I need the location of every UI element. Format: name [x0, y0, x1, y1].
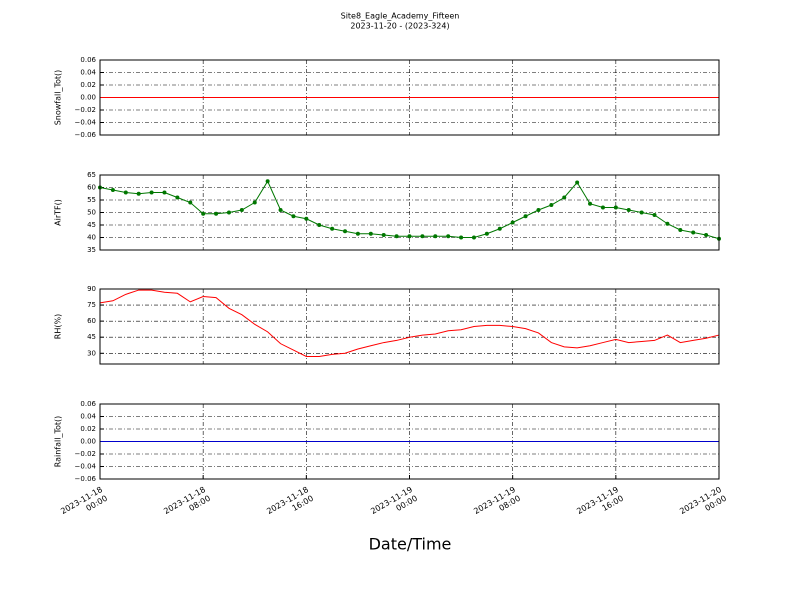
plot-frame [99, 288, 720, 365]
y-tick-label: 75 [87, 301, 96, 309]
data-point [201, 211, 206, 216]
y-tick-label: 45 [87, 221, 96, 229]
y-tick-label: 0.00 [80, 438, 96, 446]
data-point [471, 235, 476, 240]
y-tick-label: 60 [87, 317, 96, 325]
data-point [549, 203, 554, 207]
data-point [588, 201, 593, 206]
y-tick-label: −0.02 [75, 450, 96, 458]
data-point [239, 208, 244, 212]
data-point [123, 190, 128, 195]
y-tick-label: −0.06 [75, 131, 97, 139]
data-point [188, 200, 193, 205]
data-point [149, 190, 154, 195]
data-point [368, 231, 373, 236]
y-tick-label: 0.02 [80, 425, 96, 433]
data-point [252, 200, 257, 205]
data-point [678, 228, 683, 232]
data-point [136, 191, 141, 196]
data-point [459, 235, 464, 240]
y-tick-label: 40 [87, 234, 96, 242]
y-tick-label: 0.00 [80, 94, 96, 102]
data-point [433, 234, 438, 239]
data-point [536, 208, 541, 212]
y-tick-label: 35 [87, 246, 96, 254]
y-tick-label: 0.02 [80, 81, 96, 89]
x-axis-label: Date/Time [369, 535, 452, 554]
y-tick-label: 90 [87, 285, 96, 293]
y-axis-label: Snowfall_Tot() [54, 70, 63, 126]
data-point [214, 211, 219, 216]
data-point [691, 230, 696, 235]
chart-subtitle: 2023-11-20 - (2023-324) [350, 22, 449, 31]
y-tick-label: 65 [87, 171, 96, 179]
data-point [278, 208, 283, 212]
data-point [600, 205, 605, 210]
data-point [304, 216, 309, 221]
y-tick-label: 55 [87, 196, 96, 204]
data-point [639, 210, 644, 215]
data-point [420, 234, 425, 239]
data-point [665, 221, 670, 226]
data-point [394, 234, 399, 239]
chart-title: Site8_Eagle_Academy_Fifteen [341, 12, 460, 21]
data-point [226, 210, 231, 215]
y-tick-label: −0.06 [75, 475, 97, 483]
data-point [317, 223, 322, 227]
data-point [343, 229, 348, 234]
data-point [355, 231, 360, 236]
y-tick-label: −0.02 [75, 106, 96, 114]
data-point [497, 226, 502, 231]
data-point [446, 234, 451, 239]
data-point [575, 180, 580, 185]
y-tick-label: 0.06 [80, 56, 96, 64]
y-tick-label: 0.06 [80, 400, 96, 408]
data-point [291, 214, 296, 219]
data-point [510, 220, 515, 225]
y-tick-label: 30 [87, 349, 96, 357]
y-tick-label: 0.04 [80, 413, 96, 421]
data-point [110, 188, 115, 192]
data-point [704, 233, 709, 237]
plot-frame [99, 59, 720, 136]
y-tick-label: −0.04 [75, 119, 97, 127]
y-axis-label: RH(%) [54, 314, 63, 339]
data-point [523, 214, 528, 219]
data-point [562, 195, 567, 200]
data-point [484, 231, 489, 236]
data-point [613, 205, 618, 210]
data-point [162, 190, 167, 195]
plot-frame [99, 174, 720, 251]
y-tick-label: 50 [87, 209, 96, 217]
data-point [626, 208, 631, 212]
data-line [99, 289, 720, 357]
y-tick-label: −0.04 [75, 463, 97, 471]
y-tick-label: 60 [87, 184, 96, 192]
data-point [175, 195, 180, 200]
data-point [381, 233, 386, 237]
data-point [330, 226, 335, 231]
data-point [265, 179, 270, 184]
y-axis-label: AirTF() [54, 199, 63, 226]
y-tick-label: 0.04 [80, 69, 96, 77]
data-point [652, 213, 657, 217]
data-point [407, 234, 412, 239]
y-axis-label: Rainfall_Tot() [54, 416, 63, 468]
y-tick-label: 45 [87, 333, 96, 341]
